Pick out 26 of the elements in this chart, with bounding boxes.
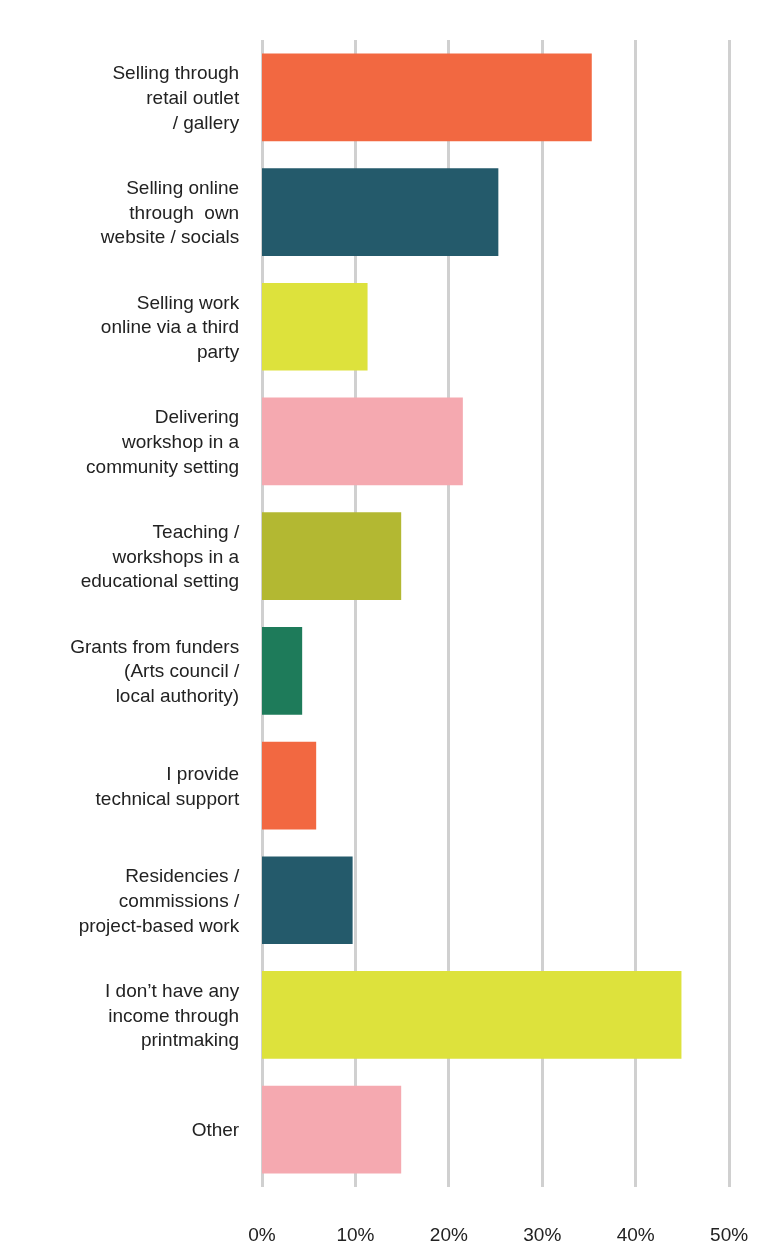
x-tick-label: 20% bbox=[429, 1223, 468, 1245]
y-tick-label: Delivering workshop in a community setting bbox=[86, 406, 240, 477]
x-tick-label: 10% bbox=[336, 1223, 375, 1245]
bar bbox=[262, 1085, 402, 1174]
bar bbox=[262, 168, 499, 256]
bar bbox=[262, 397, 463, 486]
y-tick-label: Selling online through own website / socials bbox=[99, 177, 240, 248]
x-tick-label: 0% bbox=[248, 1223, 276, 1245]
bar bbox=[262, 741, 317, 830]
bar bbox=[262, 512, 402, 601]
y-tick-label: Grants from funders (Arts council / local authority) bbox=[70, 635, 240, 707]
bar bbox=[262, 53, 592, 142]
x-tick-label: 40% bbox=[616, 1223, 655, 1245]
bar bbox=[262, 971, 682, 1059]
y-tick-label: Residencies / commissions / project-based work bbox=[78, 865, 240, 936]
y-tick-label: Selling through retail outlet / gallery bbox=[112, 62, 240, 133]
y-tick-label: Other bbox=[191, 1119, 240, 1141]
bar bbox=[262, 626, 303, 715]
x-tick-label: 30% bbox=[523, 1223, 562, 1245]
y-tick-label: I don’t have any income through printmaking bbox=[105, 979, 240, 1051]
y-tick-label: Teaching / workshops in a educational setting bbox=[80, 521, 240, 592]
bar bbox=[262, 856, 353, 945]
y-tick-label: Selling work online via a third party bbox=[100, 291, 240, 363]
bar bbox=[262, 282, 368, 371]
y-tick-label: I provide technical support bbox=[95, 762, 240, 809]
x-tick-label: 50% bbox=[710, 1223, 749, 1245]
